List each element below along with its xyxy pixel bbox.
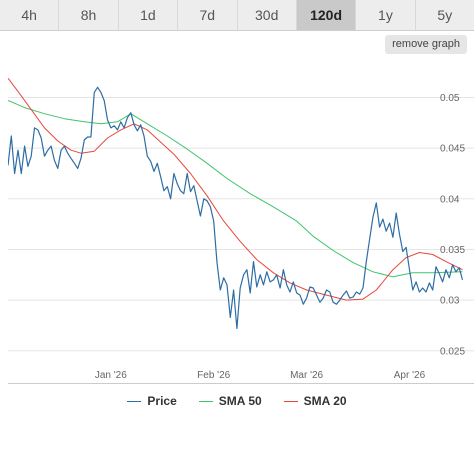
legend-item-price[interactable]: Price: [127, 390, 177, 412]
legend-item-sma20[interactable]: SMA 20: [283, 390, 347, 412]
legend-swatch-sma20: [283, 400, 298, 402]
y-tick-label: 0.035: [440, 245, 465, 256]
legend-label-sma20: SMA 20: [303, 394, 347, 408]
tab-120d[interactable]: 120d: [296, 0, 357, 30]
y-tick-label: 0.03: [440, 296, 460, 307]
tab-5y[interactable]: 5y: [415, 0, 474, 30]
x-tick-label: Mar '26: [290, 370, 323, 381]
legend-swatch-price: [127, 400, 142, 402]
tab-8h[interactable]: 8h: [59, 0, 119, 30]
series-line-sma50: [7, 100, 463, 278]
tab-30d[interactable]: 30d: [237, 0, 297, 30]
y-tick-label: 0.04: [440, 194, 460, 205]
y-tick-label: 0.045: [440, 144, 465, 155]
remove-graph-button[interactable]: remove graph: [385, 35, 467, 54]
chart-legend: Price SMA 50 SMA 20: [0, 390, 474, 412]
legend-label-price: Price: [147, 394, 177, 408]
x-tick-label: Jan '26: [95, 370, 127, 381]
tab-1y[interactable]: 1y: [356, 0, 416, 30]
x-tick-label: Apr '26: [394, 370, 426, 381]
y-tick-label: 0.025: [440, 346, 465, 357]
legend-swatch-sma50: [198, 400, 213, 402]
tab-4h[interactable]: 4h: [0, 0, 60, 30]
y-tick-label: 0.05: [440, 93, 460, 104]
chart-svg: 0.025 0.03 0.035 0.04 0.045 0.05 Jan '26 Feb '2…: [7, 77, 474, 384]
x-tick-label: Feb '26: [197, 370, 230, 381]
legend-label-sma50: SMA 50: [218, 394, 262, 408]
tab-1d[interactable]: 1d: [118, 0, 179, 30]
price-chart: 0.025 0.03 0.035 0.04 0.045 0.05 Jan '26 Feb '2…: [7, 62, 474, 384]
tab-7d[interactable]: 7d: [178, 0, 238, 30]
series-line-sma20: [7, 77, 463, 301]
timeframe-tabbar: 4h 8h 1d 7d 30d 120d 1y 5y: [0, 0, 474, 31]
legend-item-sma50[interactable]: SMA 50: [198, 390, 262, 412]
series-line-price: [7, 86, 464, 330]
